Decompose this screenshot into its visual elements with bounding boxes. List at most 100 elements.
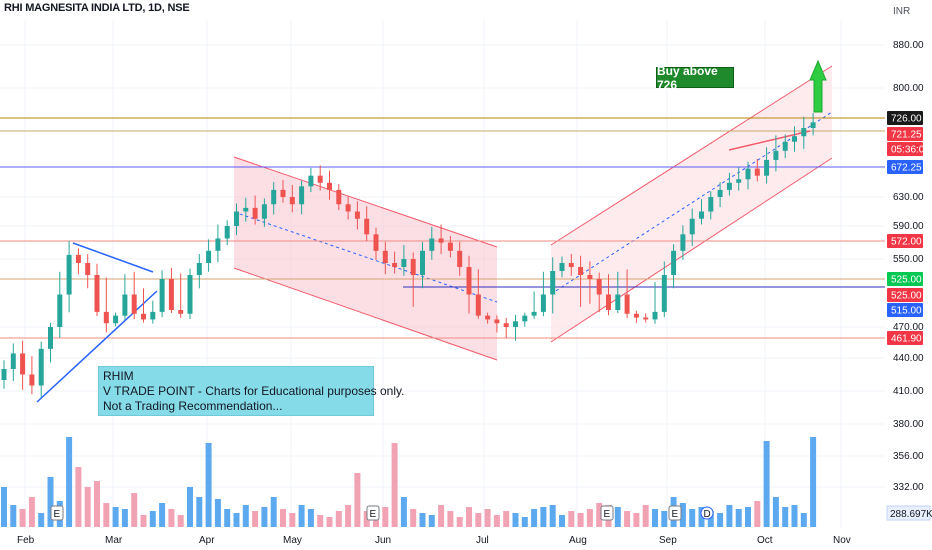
candle-body: [429, 238, 435, 251]
candle-body: [243, 207, 249, 212]
candle-body: [606, 294, 611, 310]
note-line-2: V TRADE POINT - Charts for Educational p…: [103, 384, 405, 398]
x-tick-label: Apr: [199, 535, 215, 546]
candle-body: [736, 179, 742, 183]
earnings-mark-label: E: [54, 509, 61, 520]
candle-body: [624, 294, 630, 314]
volume-bar: [745, 507, 751, 527]
volume-bar: [419, 513, 426, 527]
candle-body: [540, 294, 546, 312]
y-tick-label: 800.00: [893, 83, 924, 94]
volume-bar: [149, 511, 156, 527]
candle-body: [271, 189, 277, 205]
chart-title: RHI MAGNESITA INDIA LTD, 1D, NSE: [4, 2, 190, 14]
price-tag-label: 461.90: [891, 334, 922, 345]
candle-body: [689, 218, 695, 235]
asc-channel-lower-line: [550, 157, 833, 343]
volume-bar: [633, 513, 640, 527]
earnings-mark-icon: [600, 505, 614, 521]
volume-bar: [466, 507, 472, 527]
volume-bar: [233, 513, 240, 527]
candle-body: [364, 218, 370, 235]
price-tag: [887, 142, 923, 156]
candle-body: [280, 189, 286, 197]
x-tick-label: Oct: [757, 535, 773, 546]
candle-body: [615, 294, 621, 310]
volume-bar: [540, 507, 547, 527]
candle-body: [633, 313, 639, 318]
candle-body: [94, 275, 100, 312]
candle-body: [568, 263, 574, 267]
candle-body: [671, 250, 677, 275]
candle-body: [485, 315, 491, 320]
earnings-mark-label: E: [672, 509, 679, 520]
volume-bar: [94, 481, 100, 527]
volume-bar: [47, 477, 54, 527]
dividend-mark-icon: [700, 506, 714, 520]
volume-bar: [391, 443, 398, 527]
volume-bar: [373, 515, 379, 527]
price-tag-label: 572.00: [891, 237, 922, 248]
volume-bar: [493, 515, 500, 527]
volume-bar: [252, 511, 259, 527]
volume-bar: [19, 509, 26, 527]
candle-body: [317, 175, 323, 183]
volume-bar: [791, 505, 798, 527]
candle-body: [159, 279, 165, 312]
buy-signal-label: Buy above 726: [656, 64, 734, 92]
note-box: RHIM V TRADE POINT - Charts for Educatio…: [98, 366, 405, 416]
x-tick-label: Jun: [375, 535, 391, 546]
price-tag: [887, 288, 923, 302]
earnings-mark-label: E: [604, 509, 611, 520]
candle-body: [57, 294, 63, 327]
candle-body: [559, 263, 565, 271]
candle-body: [522, 315, 528, 322]
candle-body: [66, 254, 72, 295]
volume-bar: [726, 505, 733, 527]
candle-body: [494, 319, 500, 324]
candle-body: [652, 311, 658, 320]
candle-body: [187, 275, 193, 314]
candle-body: [20, 353, 26, 375]
volume-tag-label: 288.697K: [890, 509, 932, 520]
volume-bar: [614, 507, 621, 527]
candle-body: [457, 250, 463, 267]
volume-bar: [503, 511, 510, 527]
volume-bar: [84, 487, 91, 527]
dividend-mark-label: D: [704, 509, 711, 520]
volume-bar: [763, 441, 770, 527]
volume-bar: [400, 497, 407, 527]
price-tag-label: 726.00: [891, 114, 922, 125]
x-tick-label: Mar: [105, 535, 123, 546]
price-tag-label: 05:36:03: [891, 145, 930, 156]
price-tag: [887, 234, 923, 248]
price-tag: [887, 303, 923, 317]
volume-bar: [112, 507, 119, 527]
candle-body: [299, 186, 305, 205]
price-tag: [887, 111, 923, 125]
candle-body: [113, 315, 119, 324]
volume-bar: [772, 497, 779, 527]
volume-bar: [475, 513, 482, 527]
y-tick-label: 410.00: [893, 386, 924, 397]
candle-body: [550, 271, 556, 295]
x-tick-label: Aug: [569, 535, 587, 546]
candle-body: [289, 197, 295, 205]
candle-body: [708, 197, 714, 212]
price-tag-label: 672.25: [891, 163, 922, 174]
volume-bar: [521, 517, 528, 527]
volume-bar: [717, 513, 724, 527]
ascending-channel: [551, 66, 832, 342]
channel-mid-line: [233, 211, 498, 303]
volume-bar: [707, 511, 714, 527]
candle-body: [680, 234, 686, 251]
y-tick-label: 332.00: [893, 482, 924, 493]
currency-label: INR: [893, 6, 911, 17]
candle-body: [261, 204, 267, 219]
candle-body: [38, 348, 44, 386]
candle-body: [410, 259, 416, 275]
candle-body: [252, 207, 258, 219]
volume-bar: [177, 515, 184, 527]
candle-body: [206, 250, 212, 263]
candle-body: [782, 141, 788, 151]
